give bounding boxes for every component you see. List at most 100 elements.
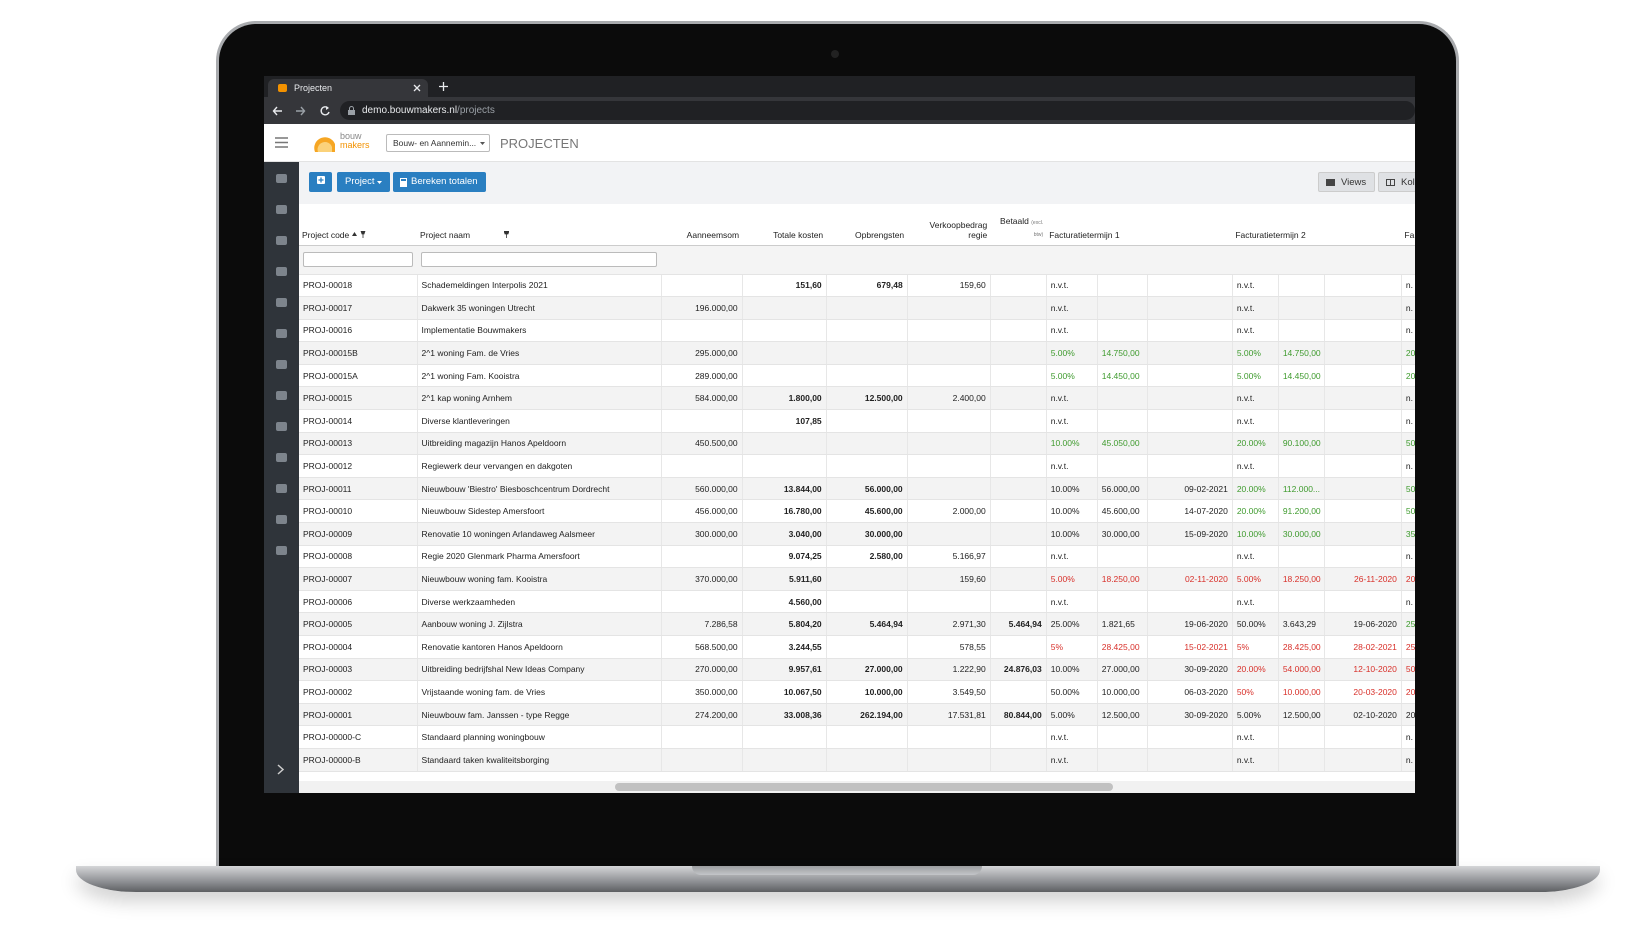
cell-text: 27.000,00: [864, 664, 903, 675]
project-row[interactable]: PROJ-00009 Renovatie 10 woningen Arlandaw…: [299, 522, 1415, 546]
project-row[interactable]: PROJ-00011 Nieuwbouw 'Biestro' Biesboschc…: [299, 477, 1415, 501]
cell-text: n.: [1405, 302, 1413, 313]
project-row[interactable]: PROJ-00001 Nieuwbouw fam. Janssen - type …: [299, 703, 1415, 727]
nav-icon[interactable]: [276, 205, 287, 214]
table-cell: 370.000,00: [661, 567, 743, 591]
nav-icon[interactable]: [276, 515, 287, 524]
nav-icon[interactable]: [276, 267, 287, 276]
project-row[interactable]: PROJ-00005 Aanbouw woning J. Zijlstra 7.28…: [299, 612, 1415, 636]
table-cell: Renovatie 10 woningen Arlandaweg Aalsmee…: [417, 522, 662, 546]
table-cell: 30-09-2020: [1147, 658, 1233, 682]
column-header[interactable]: Verkoopbedrag regie: [907, 204, 991, 246]
cell-text: 3.643,29: [1282, 619, 1316, 630]
table-cell: [742, 319, 827, 343]
column-header[interactable]: Fa: [1401, 204, 1415, 246]
table-cell: 91.200,00: [1278, 499, 1325, 524]
filter-cell: [1147, 245, 1233, 275]
header-text: Totale kosten: [773, 229, 824, 240]
url-field[interactable]: demo.bouwmakers.nl/projects: [340, 101, 1415, 120]
project-row[interactable]: PROJ-00008 Regie 2020 Glenmark Pharma Ame…: [299, 545, 1415, 569]
table-cell: [990, 432, 1047, 456]
filter-input[interactable]: [303, 252, 414, 267]
table-cell: 50: [1401, 477, 1415, 501]
columns-button[interactable]: Kolo: [1378, 172, 1415, 192]
nav-icon[interactable]: [276, 391, 287, 400]
nav-icon[interactable]: [276, 360, 287, 369]
cell-text: 10.00%: [1050, 438, 1080, 449]
project-row[interactable]: PROJ-00007 Nieuwbouw woning fam. Kooistra…: [299, 567, 1415, 591]
new-tab[interactable]: [438, 81, 449, 92]
cell-text: 5.166,97: [952, 551, 986, 562]
project-row[interactable]: PROJ-00015 2^1 kap woning Arnhem 584.000,0…: [299, 386, 1415, 411]
project-row[interactable]: PROJ-00003 Uitbreiding bedrijfshal New Id…: [299, 658, 1415, 682]
table-cell: n.: [1401, 386, 1415, 411]
cell-text: n.v.t.: [1050, 415, 1069, 426]
cell-text: PROJ-00007: [303, 574, 353, 585]
cell-text: n.: [1405, 415, 1413, 426]
project-button[interactable]: Project: [337, 172, 391, 192]
table-cell: 159,60: [907, 274, 991, 298]
h-scrollbar[interactable]: [299, 781, 1415, 793]
project-row[interactable]: PROJ-00002 Vrijstaande woning fam. de Vri…: [299, 680, 1415, 704]
nav-icon[interactable]: [276, 546, 287, 555]
header-text: Opbrengsten: [855, 229, 905, 240]
table-cell: Uitbreiding magazijn Hanos Apeldoorn: [417, 432, 662, 456]
column-header[interactable]: Betaald (excl. btw): [990, 204, 1047, 246]
project-row[interactable]: PROJ-00000-C Standaard planning woningbou…: [299, 725, 1415, 749]
filter-input[interactable]: [421, 252, 658, 267]
column-header[interactable]: Project code: [299, 204, 418, 246]
column-header[interactable]: Opbrengsten: [826, 204, 908, 246]
nav-icon[interactable]: [276, 422, 287, 431]
nav-buttons[interactable]: [272, 105, 336, 117]
table-cell: [907, 590, 991, 614]
calc-button[interactable]: Bereken totalen: [393, 172, 486, 192]
table-cell: [742, 296, 827, 320]
cell-text: 35: [1405, 528, 1415, 539]
nav-icon[interactable]: [276, 453, 287, 462]
project-row[interactable]: PROJ-00018 Schademeldingen Interpolis 202…: [299, 274, 1415, 298]
nav-icon[interactable]: [276, 329, 287, 338]
project-row[interactable]: PROJ-00012 Regiewerk deur vervangen en da…: [299, 454, 1415, 478]
column-header[interactable]: Project naam: [417, 204, 662, 246]
url-domain: demo.bouwmakers.nl: [362, 105, 458, 116]
table-cell: [1278, 725, 1325, 749]
project-row[interactable]: PROJ-00013 Uitbreiding magazijn Hanos Ape…: [299, 432, 1415, 456]
nav-icon[interactable]: [276, 174, 287, 183]
expand-sidebar[interactable]: [277, 764, 285, 775]
project-row[interactable]: PROJ-00017 Dakwerk 35 woningen Utrecht 196…: [299, 296, 1415, 320]
cell-text: n.: [1405, 732, 1413, 743]
column-header[interactable]: Totale kosten: [742, 204, 827, 246]
nav-icon[interactable]: [276, 484, 287, 493]
project-row[interactable]: PROJ-00000-B Standaard taken kwaliteitsbo…: [299, 748, 1415, 772]
column-header[interactable]: Aanneemsom: [661, 204, 743, 246]
add-button[interactable]: [309, 172, 332, 192]
project-row[interactable]: PROJ-00014 Diverse klantleveringen 107,85 n…: [299, 409, 1415, 433]
cell-text: 27.000,00: [1101, 664, 1140, 675]
project-row[interactable]: PROJ-00006 Diverse werkzaamheden 4.560,00 n…: [299, 590, 1415, 614]
column-header[interactable]: Facturatietermijn 1: [1046, 204, 1233, 246]
project-row[interactable]: PROJ-00016 Implementatie Bouwmakers n.v.t.…: [299, 319, 1415, 343]
views-button[interactable]: Views: [1318, 172, 1376, 192]
cell-text: n.: [1405, 551, 1413, 562]
nav-icon[interactable]: [276, 236, 287, 245]
cell-text: 295.000,00: [695, 348, 738, 359]
project-row[interactable]: PROJ-00010 Nieuwbouw Sidestep Amersfoort 4…: [299, 499, 1415, 524]
nav-icon[interactable]: [276, 298, 287, 307]
column-header[interactable]: Facturatietermijn 2: [1232, 204, 1402, 246]
cell-text: Standaard planning woningbouw: [421, 732, 545, 743]
table-cell: [990, 748, 1047, 772]
table-cell: 16.780,00: [742, 499, 827, 524]
table-cell: [1147, 545, 1233, 569]
scroll-thumb[interactable]: [615, 783, 1113, 791]
table-cell: 2.580,00: [826, 545, 908, 569]
project-row[interactable]: PROJ-00004 Renovatie kantoren Hanos Apeld…: [299, 635, 1415, 659]
project-row[interactable]: PROJ-00015B 2^1 woning Fam. de Vries 295.0…: [299, 341, 1415, 365]
menu-toggle[interactable]: [275, 137, 288, 148]
tab-close[interactable]: [413, 84, 421, 92]
browser-tab[interactable]: Projecten: [268, 79, 428, 97]
button-text: Views: [1341, 177, 1367, 188]
project-row[interactable]: PROJ-00015A 2^1 woning Fam. Kooistra 289.0…: [299, 364, 1415, 388]
table-cell: 5.911,60: [742, 567, 827, 591]
company-select[interactable]: Bouw- en Aannemin...: [386, 134, 490, 152]
cell-text: 16.780,00: [783, 506, 822, 517]
